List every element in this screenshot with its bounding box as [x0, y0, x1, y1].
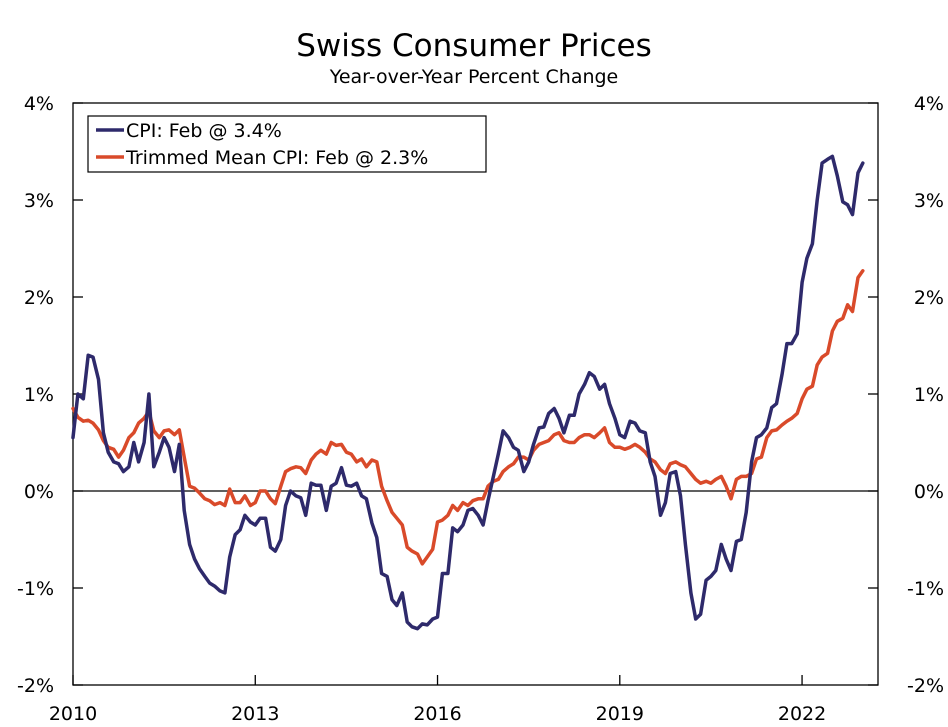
y-tick-label-left-2: 0%	[24, 481, 54, 503]
y-tick-label-right-4: 2%	[914, 287, 944, 309]
y-tick-label-right-2: 0%	[914, 481, 944, 503]
x-tick-label-4: 2022	[778, 703, 826, 725]
y-axis-right: -2% -1% 0% 1% 2% 3% 4%	[868, 93, 944, 697]
y-tick-label-left-6: 4%	[24, 93, 54, 115]
x-tick-label-3: 2019	[596, 703, 644, 725]
y-tick-label-right-0: -2%	[907, 675, 944, 697]
plot-frame	[72, 102, 879, 686]
x-tick-label-2: 2016	[413, 703, 461, 725]
y-tick-label-right-1: -1%	[907, 578, 944, 600]
y-tick-label-left-1: -1%	[17, 578, 54, 600]
y-tick-label-left-3: 1%	[24, 384, 54, 406]
series-line-trimmed-mean	[71, 269, 865, 566]
x-tick-label-1: 2013	[231, 703, 279, 725]
series-layer	[71, 154, 865, 631]
y-tick-label-right-5: 3%	[914, 190, 944, 212]
chart-subtitle: Year-over-Year Percent Change	[329, 66, 619, 88]
y-tick-label-left-5: 3%	[24, 190, 54, 212]
x-tick-label-0: 2010	[49, 703, 97, 725]
legend-box	[87, 115, 487, 173]
y-tick-label-left-4: 2%	[24, 287, 54, 309]
chart-title: Swiss Consumer Prices	[296, 28, 652, 64]
legend: CPI: Feb @ 3.4% Trimmed Mean CPI: Feb @ …	[87, 115, 487, 173]
x-axis: 2010 2013 2016 2019 2022	[49, 675, 826, 725]
legend-label-trimmed-mean: Trimmed Mean CPI: Feb @ 2.3%	[125, 147, 428, 169]
y-tick-label-right-3: 1%	[914, 384, 944, 406]
y-tick-label-left-0: -2%	[17, 675, 54, 697]
series-line-cpi	[71, 154, 865, 631]
y-tick-label-right-6: 4%	[914, 93, 944, 115]
y-axis-left: -2% -1% 0% 1% 2% 3% 4%	[17, 93, 83, 697]
legend-label-cpi: CPI: Feb @ 3.4%	[126, 120, 282, 142]
